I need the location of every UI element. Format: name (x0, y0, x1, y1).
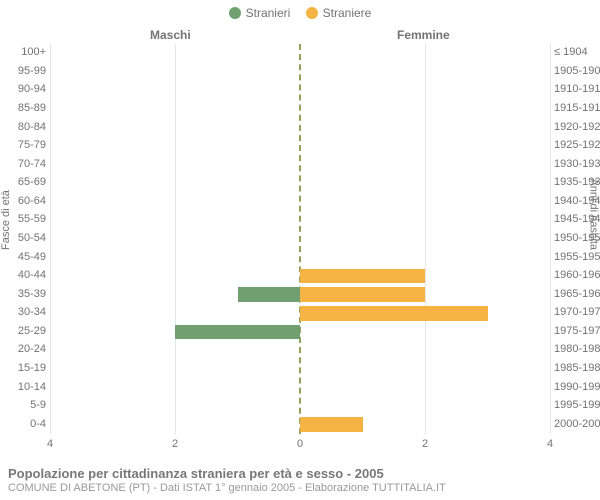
legend: Stranieri Straniere (0, 6, 600, 22)
birth-year-label: 1990-1994 (554, 382, 600, 393)
chart-row (50, 102, 550, 116)
birth-year-label: 1980-1984 (554, 344, 600, 355)
xaxis-tick-right: 4 (547, 438, 553, 450)
chart-row (50, 380, 550, 394)
age-label: 40-44 (18, 270, 46, 281)
age-label: 30-34 (18, 307, 46, 318)
caption-title: Popolazione per cittadinanza straniera p… (8, 466, 592, 481)
birth-year-label: 1985-1989 (554, 363, 600, 374)
birth-year-label: 1930-1934 (554, 159, 600, 170)
chart-row (50, 232, 550, 246)
caption: Popolazione per cittadinanza straniera p… (8, 466, 592, 494)
chart-row (50, 46, 550, 60)
birth-year-label: ≤ 1904 (554, 47, 588, 58)
age-label: 5-9 (30, 400, 46, 411)
birth-year-label: 1965-1969 (554, 289, 600, 300)
male-column-title: Maschi (150, 28, 191, 42)
legend-swatch-female (306, 7, 318, 19)
age-label: 80-84 (18, 122, 46, 133)
age-label: 60-64 (18, 196, 46, 207)
birth-year-label: 1955-1959 (554, 252, 600, 263)
chart-row (50, 417, 550, 431)
male-bar (175, 325, 300, 339)
chart-row (50, 399, 550, 413)
xaxis-tick-left: 4 (47, 438, 53, 450)
legend-label-female: Straniere (323, 6, 372, 20)
birth-year-label: 1920-1924 (554, 122, 600, 133)
birth-year-label: 1925-1929 (554, 140, 600, 151)
xaxis-tick-right: 2 (422, 438, 428, 450)
yaxis-left-title: Fasce di età (0, 190, 12, 250)
birth-year-label: 1935-1939 (554, 177, 600, 188)
xaxis-tick-left: 0 (297, 438, 303, 450)
age-label: 65-69 (18, 177, 46, 188)
age-label: 85-89 (18, 103, 46, 114)
female-bar (300, 287, 425, 301)
female-bar (300, 417, 363, 431)
chart-row (50, 195, 550, 209)
age-label: 0-4 (30, 419, 46, 430)
age-label: 25-29 (18, 326, 46, 337)
age-label: 15-19 (18, 363, 46, 374)
chart-row (50, 343, 550, 357)
female-column-title: Femmine (397, 28, 450, 42)
birth-year-label: 1975-1979 (554, 326, 600, 337)
grid-line (550, 44, 551, 434)
birth-year-label: 1910-1914 (554, 84, 600, 95)
age-label: 45-49 (18, 252, 46, 263)
chart-row (50, 269, 550, 283)
age-label: 35-39 (18, 289, 46, 300)
birth-year-label: 1995-1999 (554, 400, 600, 411)
birth-year-label: 2000-2004 (554, 419, 600, 430)
age-label: 90-94 (18, 84, 46, 95)
legend-label-male: Stranieri (246, 6, 291, 20)
chart-row (50, 157, 550, 171)
legend-item-male: Stranieri (229, 6, 291, 20)
chart-row (50, 362, 550, 376)
birth-year-label: 1905-1909 (554, 66, 600, 77)
chart-row (50, 287, 550, 301)
female-bar (300, 306, 488, 320)
age-label: 55-59 (18, 214, 46, 225)
age-label: 50-54 (18, 233, 46, 244)
caption-subtitle: COMUNE DI ABETONE (PT) - Dati ISTAT 1° g… (8, 482, 592, 494)
chart-row (50, 325, 550, 339)
age-label: 20-24 (18, 344, 46, 355)
birth-year-label: 1960-1964 (554, 270, 600, 281)
chart-row (50, 306, 550, 320)
legend-swatch-male (229, 7, 241, 19)
chart-row (50, 139, 550, 153)
female-bar (300, 269, 425, 283)
chart-row (50, 250, 550, 264)
birth-year-label: 1945-1949 (554, 214, 600, 225)
chart-row (50, 65, 550, 79)
chart-row (50, 83, 550, 97)
chart-row (50, 213, 550, 227)
age-label: 95-99 (18, 66, 46, 77)
age-label: 100+ (21, 47, 46, 58)
age-label: 75-79 (18, 140, 46, 151)
xaxis-tick-left: 2 (172, 438, 178, 450)
birth-year-label: 1915-1919 (554, 103, 600, 114)
plot-area: 100+≤ 190495-991905-190990-941910-191485… (50, 44, 550, 434)
chart-row (50, 120, 550, 134)
birth-year-label: 1940-1944 (554, 196, 600, 207)
birth-year-label: 1970-1974 (554, 307, 600, 318)
age-label: 70-74 (18, 159, 46, 170)
birth-year-label: 1950-1954 (554, 233, 600, 244)
male-bar (238, 287, 301, 301)
chart-root: Stranieri Straniere Maschi Femmine Fasce… (0, 0, 600, 500)
legend-item-female: Straniere (306, 6, 372, 20)
age-label: 10-14 (18, 382, 46, 393)
chart-row (50, 176, 550, 190)
